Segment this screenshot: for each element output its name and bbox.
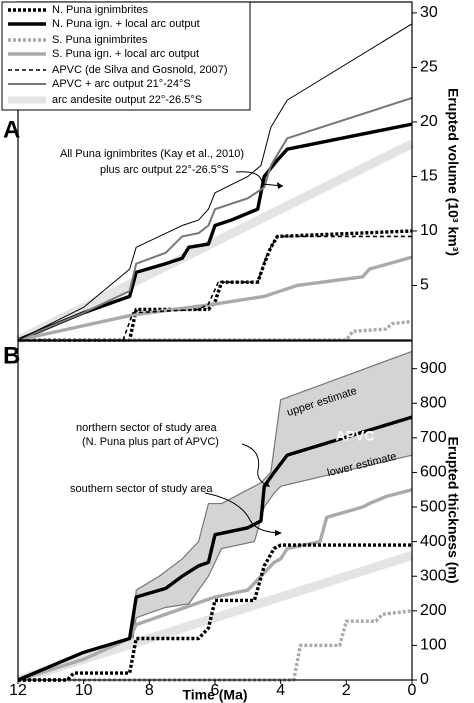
y-tick-label: 800 <box>420 394 447 411</box>
x-tick-label: 2 <box>342 682 351 699</box>
arrow-head <box>277 182 283 189</box>
series-line <box>17 122 413 342</box>
y-tick-label: 200 <box>420 602 447 619</box>
y-axis-title: Erupted volume (10³ km³) <box>445 88 461 256</box>
legend-label: arc andesite output 22°-26.5°S <box>52 94 202 106</box>
envelope-edge <box>132 350 413 639</box>
y-tick-label: 600 <box>420 464 447 481</box>
panel-label: A <box>3 116 20 143</box>
annotation: All Puna ignimbrites (Kay et al., 2010) <box>60 148 244 160</box>
annotation: APVC <box>336 428 375 444</box>
x-tick-label: 0 <box>408 682 417 699</box>
panel-label: B <box>3 342 20 369</box>
arrow-head <box>263 481 270 487</box>
series-line <box>17 415 413 682</box>
y-tick-label: 10 <box>420 222 438 239</box>
annotation: southern sector of study area <box>70 483 213 495</box>
y-tick-label: 900 <box>420 360 447 377</box>
legend-label: N. Puna ign. + local arc output <box>52 18 200 30</box>
annotation: (N. Puna plus part of APVC) <box>82 436 219 448</box>
annotation: plus arc output 22°-26.5°S <box>100 164 229 176</box>
y-tick-label: 300 <box>420 567 447 584</box>
y-tick-label: 25 <box>420 59 438 76</box>
y-tick-label: 100 <box>420 637 447 654</box>
series-line <box>17 23 413 341</box>
x-axis-title: Time (Ma) <box>182 687 247 703</box>
series-line <box>18 609 413 682</box>
series-line <box>18 235 412 341</box>
y-tick-label: 0 <box>420 671 429 688</box>
y-tick-label: 5 <box>420 277 429 294</box>
annotation-arrow <box>235 171 284 187</box>
series-line <box>18 319 413 342</box>
annotation-arrow <box>204 492 281 534</box>
y-tick-label: 500 <box>420 498 447 515</box>
legend-label: S. Puna ign. + local arc output <box>52 48 199 60</box>
arrow-head <box>275 530 282 536</box>
series-line <box>17 96 413 341</box>
y-tick-label: 30 <box>420 4 438 21</box>
x-tick-label: 12 <box>9 682 27 699</box>
y-tick-label: 400 <box>420 533 447 550</box>
x-tick-label: 10 <box>75 682 93 699</box>
annotation-arrow <box>241 443 269 487</box>
legend-box <box>1 1 251 111</box>
legend-label: S. Puna ignimbrites <box>52 34 148 46</box>
annotation: northern sector of study area <box>76 422 218 434</box>
x-tick-label: 4 <box>276 682 285 699</box>
legend-label: N. Puna ignimbrites <box>52 4 148 16</box>
legend-label: APVC (de Silva and Gosnold, 2007) <box>52 64 228 76</box>
y-tick-label: 700 <box>420 429 447 446</box>
envelope-edge <box>132 454 413 639</box>
y-tick-label: 15 <box>420 168 438 185</box>
x-tick-label: 8 <box>145 682 154 699</box>
x-tick-label: 6 <box>211 682 220 699</box>
y-tick-label: 20 <box>420 113 438 130</box>
series-line <box>17 488 413 682</box>
y-axis-title: Erupted thickness (m) <box>445 436 461 583</box>
legend-label: APVC + arc output 21°-24°S <box>52 78 191 90</box>
series-line <box>18 543 412 682</box>
